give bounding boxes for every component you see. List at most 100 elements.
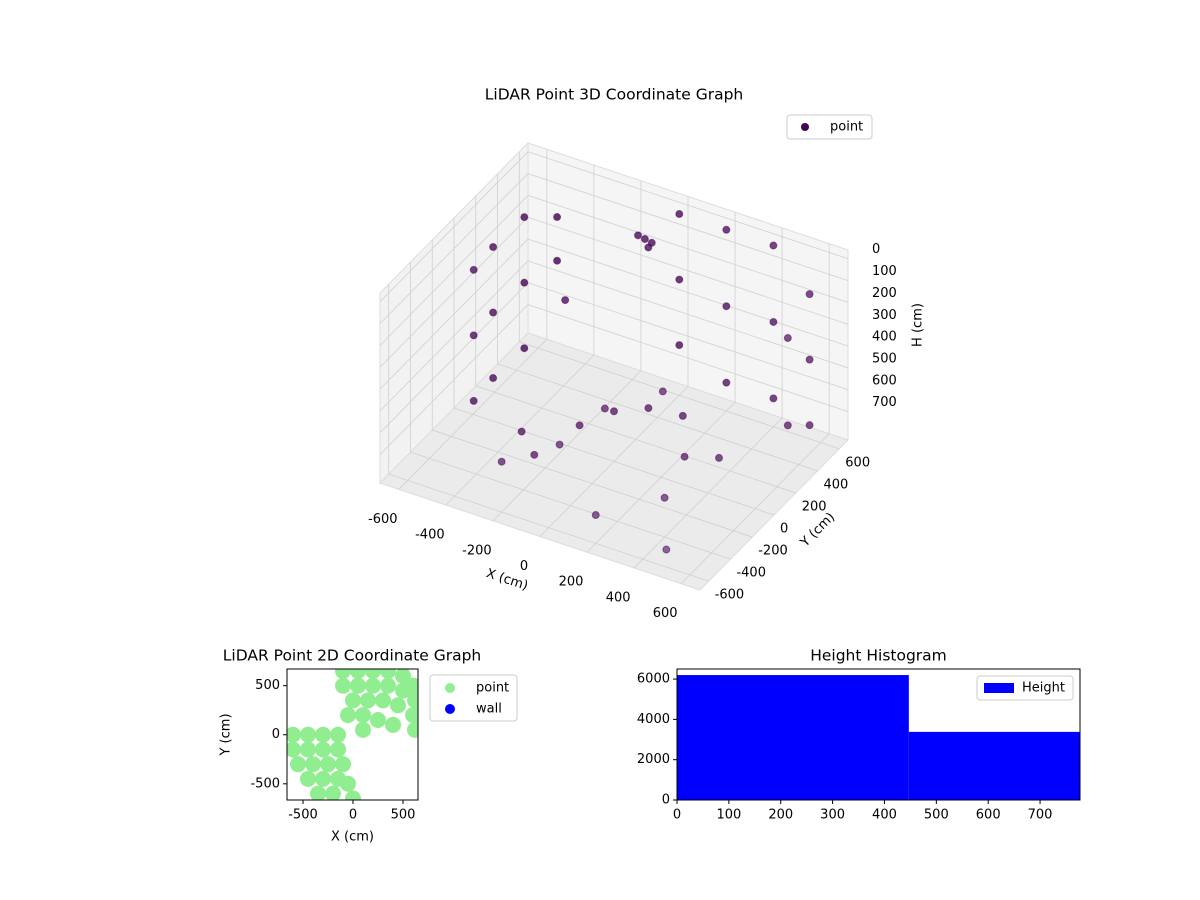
point xyxy=(517,427,526,436)
bar xyxy=(677,675,909,800)
point xyxy=(405,707,418,724)
point xyxy=(335,756,351,773)
y-tick-label: 500 xyxy=(255,678,280,693)
point xyxy=(287,726,301,743)
point xyxy=(610,407,618,416)
grid-line xyxy=(379,282,529,434)
h-tick-label: 400 xyxy=(872,330,897,345)
point xyxy=(660,493,669,502)
y-tick-label: -400 xyxy=(736,566,766,581)
x-tick-label: 0 xyxy=(349,808,357,823)
point xyxy=(489,308,498,317)
x-tick-label: 500 xyxy=(391,808,416,823)
grid-line xyxy=(527,173,849,281)
point xyxy=(330,741,346,758)
point xyxy=(561,296,570,305)
point xyxy=(675,210,684,219)
grid-line xyxy=(527,151,849,260)
chart-title: Height Histogram xyxy=(810,647,947,665)
h-tick-label: 200 xyxy=(872,286,897,301)
h-tick-label: 300 xyxy=(872,308,897,323)
grid-line xyxy=(379,151,529,303)
legend-box xyxy=(786,114,873,140)
point xyxy=(489,242,498,251)
x-tick-label: 600 xyxy=(976,808,1001,823)
point xyxy=(325,785,341,800)
point xyxy=(722,225,731,234)
point xyxy=(407,721,418,738)
x-tick-label: 0 xyxy=(520,559,528,574)
x-tick-label: 400 xyxy=(606,590,631,605)
point xyxy=(350,669,366,679)
grid-line xyxy=(527,238,849,347)
y-axis-label: Y (cm) xyxy=(219,713,234,756)
point xyxy=(805,290,814,299)
grid-line xyxy=(388,473,709,582)
h-tick-label: 500 xyxy=(872,351,897,366)
point xyxy=(678,411,687,420)
legend-label: wall xyxy=(476,702,502,717)
point xyxy=(355,721,371,738)
point xyxy=(365,677,381,694)
point xyxy=(395,682,411,699)
grid-line xyxy=(379,173,529,324)
point xyxy=(722,378,731,387)
chart-title: LiDAR Point 2D Coordinate Graph xyxy=(223,647,481,665)
point xyxy=(640,235,649,244)
chart-title: LiDAR Point 3D Coordinate Graph xyxy=(485,86,743,104)
point xyxy=(553,213,562,222)
y-tick-label: 200 xyxy=(802,499,827,514)
grid-line xyxy=(527,260,849,369)
x-tick-label: 500 xyxy=(924,808,949,823)
legend-swatch xyxy=(984,683,1014,693)
legend-marker xyxy=(445,683,455,693)
legend-marker xyxy=(801,123,809,131)
point xyxy=(530,450,539,459)
point xyxy=(644,243,653,252)
point xyxy=(395,669,411,684)
point xyxy=(320,756,336,773)
legend-box xyxy=(976,675,1074,701)
point xyxy=(335,677,351,694)
x-tick-label: -600 xyxy=(368,512,398,527)
h-axis-label: H (cm) xyxy=(911,303,926,347)
plot-area xyxy=(287,669,418,800)
grid-line xyxy=(475,385,796,494)
grid-line xyxy=(379,216,529,368)
grid-line xyxy=(379,304,529,455)
legend-label: point xyxy=(830,120,863,135)
point xyxy=(335,669,351,679)
point xyxy=(497,457,506,466)
point xyxy=(722,302,731,311)
grid-line xyxy=(527,195,849,303)
point xyxy=(385,716,401,733)
h-tick-label: 100 xyxy=(872,264,897,279)
point xyxy=(783,421,792,430)
point xyxy=(769,394,778,403)
grid-line xyxy=(379,195,529,346)
point xyxy=(783,334,792,343)
y-tick-label: 6000 xyxy=(637,672,670,687)
point xyxy=(469,396,478,405)
x-tick-label: 100 xyxy=(716,808,741,823)
point xyxy=(370,712,386,729)
point xyxy=(380,669,396,679)
point xyxy=(315,770,331,787)
grid-line xyxy=(519,341,840,450)
point xyxy=(360,692,376,709)
legend-label: Height xyxy=(1022,681,1065,696)
x-tick-label: -400 xyxy=(415,528,445,543)
y-tick-label: 0 xyxy=(662,793,670,808)
grid-line xyxy=(527,304,849,412)
grid-line xyxy=(497,363,818,472)
point xyxy=(591,511,600,520)
point xyxy=(662,545,671,554)
axes-frame xyxy=(676,668,1081,801)
point xyxy=(340,775,356,792)
point xyxy=(407,692,418,709)
grid-line xyxy=(432,429,753,538)
y-tick-label: -600 xyxy=(715,588,745,603)
x-tick-label: 400 xyxy=(872,808,897,823)
grid-line xyxy=(410,451,731,560)
point xyxy=(469,331,478,340)
